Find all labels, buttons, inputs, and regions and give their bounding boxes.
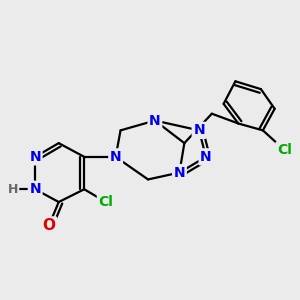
Text: Cl: Cl [98, 195, 113, 209]
Text: O: O [42, 218, 56, 233]
Text: N: N [110, 150, 122, 164]
Text: N: N [174, 166, 185, 180]
Text: N: N [193, 123, 205, 137]
Text: Cl: Cl [277, 143, 292, 157]
Text: N: N [200, 150, 212, 164]
Text: H: H [8, 183, 18, 196]
Text: N: N [149, 114, 161, 128]
Text: N: N [29, 150, 41, 164]
Text: N: N [29, 182, 41, 196]
